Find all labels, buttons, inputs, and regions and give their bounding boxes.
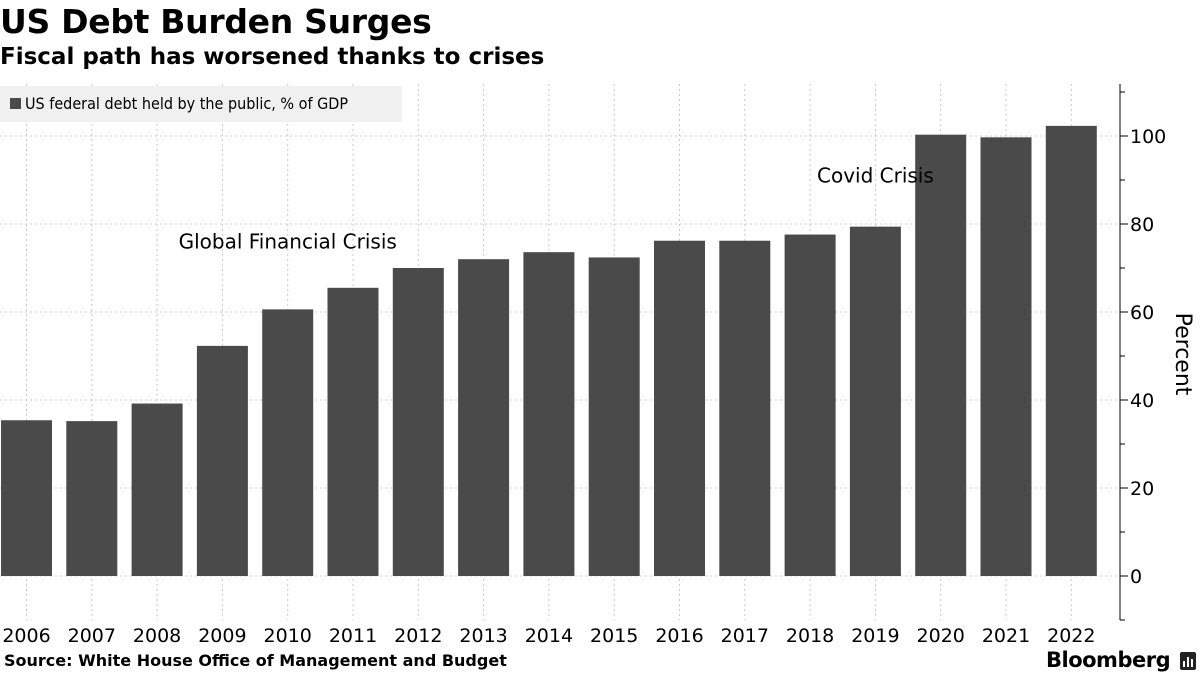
bar-2013: [458, 259, 510, 576]
chart-title: US Debt Burden Surges: [0, 2, 432, 41]
bar-2006: [1, 420, 52, 576]
x-tick-label: 2019: [851, 625, 899, 647]
bar-2007: [66, 421, 118, 576]
bar-2017: [719, 240, 771, 576]
x-tick-label: 2012: [394, 625, 442, 647]
bar-2018: [784, 234, 836, 576]
bar-2014: [523, 252, 575, 576]
x-axis-labels: 2006 2007 2008 2009 2010 2011 2012 2013 2014 2015…: [2, 625, 1095, 647]
x-tick-label: 2007: [68, 625, 116, 647]
bar-2016: [654, 240, 705, 576]
legend-swatch: [10, 98, 21, 109]
x-tick-label: 2021: [982, 625, 1030, 647]
x-tick-label: 2009: [198, 625, 246, 647]
x-tick-label: 2017: [721, 625, 769, 647]
bloomberg-logo: Bloomberg: [1046, 648, 1171, 672]
bar-2012: [392, 268, 444, 576]
source-note: Source: White House Office of Management…: [4, 651, 507, 670]
legend-label: US federal debt held by the public, % of…: [25, 94, 349, 113]
bar-2008: [131, 403, 183, 576]
y-tick-label: 80: [1130, 214, 1154, 236]
annotation-gfc: Global Financial Crisis: [179, 230, 397, 254]
bar-2010: [262, 309, 314, 576]
x-tick-label: 2014: [525, 625, 573, 647]
bar-2021: [980, 137, 1032, 576]
x-tick-label: 2020: [917, 625, 965, 647]
y-tick-label: 100: [1130, 126, 1166, 148]
y-axis-title: Percent: [1170, 313, 1195, 396]
bar-2015: [588, 257, 640, 576]
chart-subtitle: Fiscal path has worsened thanks to crise…: [0, 44, 545, 70]
y-axis: 0 20 40 60 80 100 Percent: [1119, 84, 1195, 621]
x-tick-label: 2015: [590, 625, 638, 647]
y-tick-label: 40: [1130, 390, 1154, 412]
x-tick-label: 2008: [133, 625, 181, 647]
y-tick-label: 60: [1130, 302, 1154, 324]
bar-2011: [327, 287, 379, 576]
bloomberg-bars-icon: [1180, 652, 1196, 670]
x-tick-label: 2016: [655, 625, 703, 647]
x-tick-label: 2022: [1047, 625, 1095, 647]
y-tick-label: 20: [1130, 478, 1154, 500]
x-tick-label: 2011: [329, 625, 377, 647]
x-tick-label: 2013: [459, 625, 507, 647]
bars: [1, 125, 1097, 576]
annotations: Global Financial Crisis Covid Crisis: [179, 164, 934, 254]
bar-2022: [1045, 125, 1097, 576]
legend: US federal debt held by the public, % of…: [0, 86, 402, 122]
annotation-covid: Covid Crisis: [817, 164, 934, 188]
x-tick-label: 2006: [2, 625, 50, 647]
x-tick-label: 2018: [786, 625, 834, 647]
x-tick-label: 2010: [264, 625, 312, 647]
bar-2019: [849, 226, 901, 576]
bar-2009: [196, 345, 248, 576]
y-tick-label: 0: [1130, 566, 1142, 588]
bar-2020: [915, 134, 967, 576]
